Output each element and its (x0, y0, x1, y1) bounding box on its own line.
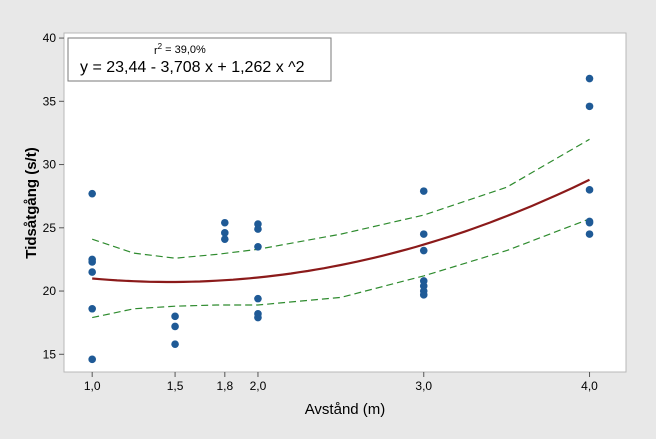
data-point (88, 258, 96, 266)
data-point (254, 242, 262, 251)
y-tick-label: 35 (43, 94, 57, 108)
data-point (88, 189, 96, 198)
y-axis: 15 20 25 30 35 40 (43, 31, 64, 361)
r-squared-superscript: 2 (158, 42, 163, 51)
data-point (254, 225, 262, 233)
y-tick-label: 15 (43, 347, 57, 361)
data-point (419, 291, 428, 299)
data-point (419, 230, 428, 238)
data-point (254, 313, 262, 322)
data-point (88, 355, 96, 364)
data-point (221, 235, 229, 243)
lower-interval-line (92, 218, 590, 319)
data-point (171, 322, 179, 331)
y-tick-label: 40 (43, 31, 57, 45)
plot-area (63, 32, 627, 373)
data-point (419, 246, 428, 255)
data-point (585, 218, 594, 227)
data-point (585, 74, 594, 83)
x-tick-label: 4,0 (581, 379, 598, 393)
data-point (171, 340, 179, 348)
y-axis-label: Tidsåtgång (s/t) (23, 147, 40, 258)
r-squared-value: = 39,0% (165, 44, 206, 56)
equation-box-border (67, 37, 332, 82)
data-point (221, 218, 229, 227)
x-tick-label: 1,0 (84, 379, 101, 393)
r-squared-symbol: r (154, 45, 158, 57)
y-tick-label: 25 (43, 221, 57, 235)
data-point (254, 294, 262, 303)
data-point (585, 102, 594, 111)
data-point (88, 304, 96, 313)
x-tick-label: 3,0 (415, 379, 432, 393)
x-tick-label: 2,0 (250, 379, 267, 393)
data-point (88, 268, 96, 276)
data-point (419, 187, 428, 195)
x-tick-label: 1,8 (216, 379, 233, 393)
x-tick-label: 1,5 (167, 379, 184, 393)
data-point (171, 312, 179, 321)
r-squared-label: r2 = 39,0% (154, 42, 206, 57)
regression-equation: y = 23,44 - 3,708 x + 1,262 x ^2 (80, 59, 305, 76)
x-axis-label: Avstånd (m) (305, 401, 386, 418)
fit-line (92, 178, 590, 284)
equation-box: r2 = 39,0% y = 23,44 - 3,708 x + 1,262 x … (67, 37, 332, 82)
y-tick-label: 20 (43, 284, 57, 298)
data-point (221, 229, 229, 237)
y-tick-label: 30 (43, 158, 57, 172)
x-axis: 1,0 1,5 1,8 2,0 3,0 4,0 (84, 372, 598, 393)
data-point (585, 186, 594, 194)
data-points (88, 74, 594, 364)
data-point (585, 230, 594, 238)
